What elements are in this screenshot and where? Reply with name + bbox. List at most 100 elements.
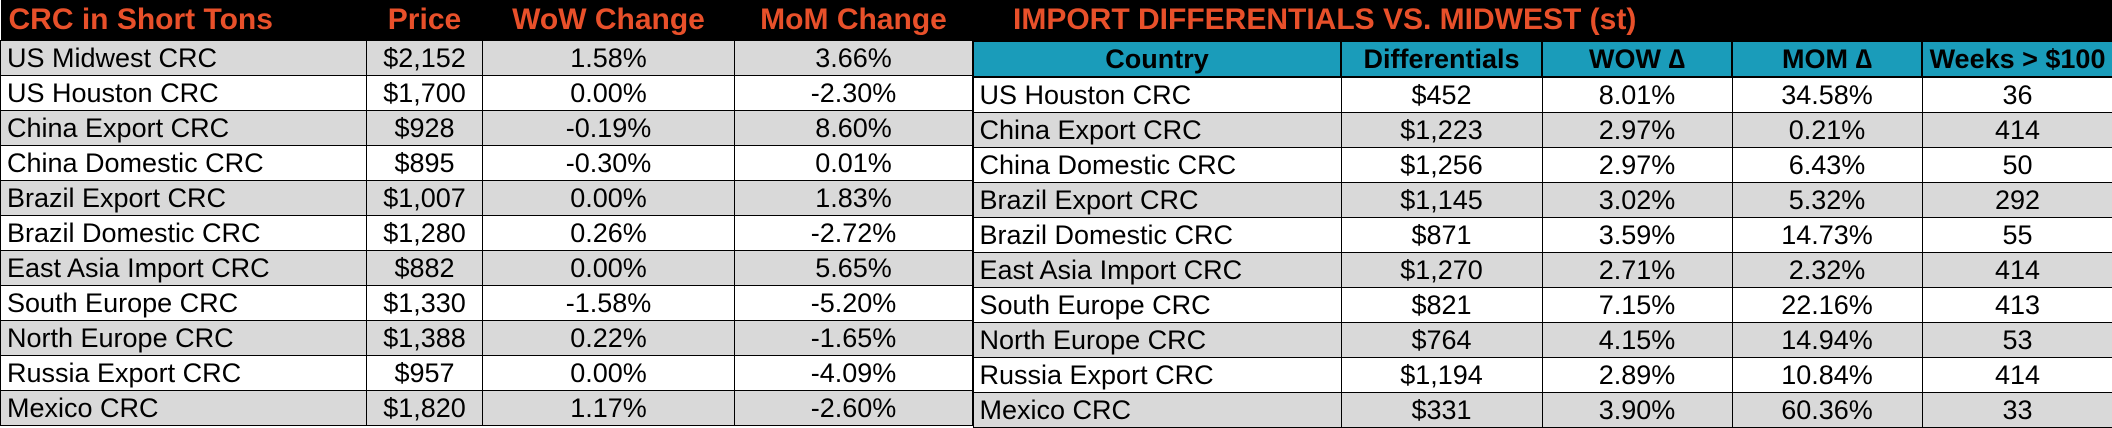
country-cell: Brazil Domestic CRC bbox=[972, 217, 1342, 253]
price-cell: $957 bbox=[366, 355, 483, 391]
import-differentials-title: IMPORT DIFFERENTIALS VS. MIDWEST (st) bbox=[973, 0, 2112, 41]
wow-delta-cell: 8.01% bbox=[1541, 76, 1733, 113]
product-cell: South Europe CRC bbox=[0, 285, 367, 321]
mom-change-cell: 0.01% bbox=[734, 145, 973, 181]
differential-cell: $331 bbox=[1340, 392, 1543, 428]
table-row: East Asia Import CRC $1,270 2.71% 2.32% 414 bbox=[972, 252, 2112, 288]
table-row: Brazil Domestic CRC $1,280 0.26% -2.72% bbox=[0, 215, 973, 251]
weeks-over-100-cell: 55 bbox=[1921, 217, 2112, 253]
wow-delta-cell: 2.71% bbox=[1541, 252, 1733, 288]
wow-delta-cell: 2.89% bbox=[1541, 357, 1733, 393]
table-row: South Europe CRC $1,330 -1.58% -5.20% bbox=[0, 285, 973, 321]
mom-change-cell: 3.66% bbox=[734, 40, 973, 76]
column-header-differentials: Differentials bbox=[1340, 40, 1543, 78]
mom-delta-cell: 22.16% bbox=[1731, 287, 1923, 323]
column-header-price: Price bbox=[366, 0, 483, 41]
country-cell: China Export CRC bbox=[972, 112, 1342, 148]
table-row: Mexico CRC $331 3.90% 60.36% 33 bbox=[972, 392, 2112, 428]
wow-delta-cell: 2.97% bbox=[1541, 147, 1733, 183]
mom-change-cell: -5.20% bbox=[734, 285, 973, 321]
price-cell: $2,152 bbox=[366, 40, 483, 76]
wow-change-cell: 0.22% bbox=[482, 320, 735, 356]
table-row: Russia Export CRC $1,194 2.89% 10.84% 414 bbox=[972, 357, 2112, 393]
wow-change-cell: -0.19% bbox=[482, 110, 735, 146]
wow-change-cell: 0.00% bbox=[482, 75, 735, 111]
mom-change-cell: -2.60% bbox=[734, 390, 973, 426]
product-cell: North Europe CRC bbox=[0, 320, 367, 356]
crc-price-header-row: CRC in Short Tons Price WoW Change MoM C… bbox=[0, 0, 973, 41]
weeks-over-100-cell: 36 bbox=[1921, 76, 2112, 113]
country-cell: Mexico CRC bbox=[972, 392, 1342, 428]
country-cell: North Europe CRC bbox=[972, 322, 1342, 358]
price-cell: $1,388 bbox=[366, 320, 483, 356]
wow-delta-cell: 3.02% bbox=[1541, 182, 1733, 218]
differential-cell: $764 bbox=[1340, 322, 1543, 358]
table-row: South Europe CRC $821 7.15% 22.16% 413 bbox=[972, 287, 2112, 323]
wow-change-cell: 1.58% bbox=[482, 40, 735, 76]
mom-delta-cell: 5.32% bbox=[1731, 182, 1923, 218]
differential-cell: $1,145 bbox=[1340, 182, 1543, 218]
differential-cell: $1,270 bbox=[1340, 252, 1543, 288]
price-cell: $1,820 bbox=[366, 390, 483, 426]
table-row: North Europe CRC $764 4.15% 14.94% 53 bbox=[972, 322, 2112, 358]
wow-delta-cell: 3.90% bbox=[1541, 392, 1733, 428]
price-cell: $1,700 bbox=[366, 75, 483, 111]
table-row: North Europe CRC $1,388 0.22% -1.65% bbox=[0, 320, 973, 356]
country-cell: South Europe CRC bbox=[972, 287, 1342, 323]
differential-cell: $452 bbox=[1340, 76, 1543, 113]
wow-change-cell: -0.30% bbox=[482, 145, 735, 181]
column-header-wow-change: WoW Change bbox=[482, 0, 735, 41]
price-cell: $1,280 bbox=[366, 215, 483, 251]
table-row: East Asia Import CRC $882 0.00% 5.65% bbox=[0, 250, 973, 286]
mom-delta-cell: 14.94% bbox=[1731, 322, 1923, 358]
price-cell: $882 bbox=[366, 250, 483, 286]
mom-change-cell: 5.65% bbox=[734, 250, 973, 286]
product-cell: China Export CRC bbox=[0, 110, 367, 146]
table-row: Mexico CRC $1,820 1.17% -2.60% bbox=[0, 390, 973, 426]
product-cell: US Midwest CRC bbox=[0, 40, 367, 76]
product-cell: Mexico CRC bbox=[0, 390, 367, 426]
weeks-over-100-cell: 413 bbox=[1921, 287, 2112, 323]
mom-delta-cell: 2.32% bbox=[1731, 252, 1923, 288]
column-header-country: Country bbox=[972, 40, 1342, 78]
mom-delta-cell: 14.73% bbox=[1731, 217, 1923, 253]
weeks-over-100-cell: 33 bbox=[1921, 392, 2112, 428]
table-row: US Midwest CRC $2,152 1.58% 3.66% bbox=[0, 40, 973, 76]
mom-delta-cell: 6.43% bbox=[1731, 147, 1923, 183]
wow-change-cell: -1.58% bbox=[482, 285, 735, 321]
price-cell: $895 bbox=[366, 145, 483, 181]
wow-change-cell: 0.26% bbox=[482, 215, 735, 251]
column-header-weeks-over-100: Weeks > $100 bbox=[1920, 40, 2112, 78]
table-row: China Export CRC $1,223 2.97% 0.21% 414 bbox=[972, 112, 2112, 148]
import-differentials-header-row: Country Differentials WOW ∆ MOM ∆ Weeks … bbox=[972, 40, 2112, 78]
product-cell: China Domestic CRC bbox=[0, 145, 367, 181]
column-header-mom-change: MoM Change bbox=[734, 0, 973, 41]
differential-cell: $821 bbox=[1340, 287, 1543, 323]
wow-delta-cell: 4.15% bbox=[1541, 322, 1733, 358]
table-row: China Domestic CRC $1,256 2.97% 6.43% 50 bbox=[972, 147, 2112, 183]
product-cell: Brazil Export CRC bbox=[0, 180, 367, 216]
country-cell: East Asia Import CRC bbox=[972, 252, 1342, 288]
column-header-product: CRC in Short Tons bbox=[0, 0, 367, 41]
mom-delta-cell: 10.84% bbox=[1731, 357, 1923, 393]
wow-delta-cell: 2.97% bbox=[1541, 112, 1733, 148]
wow-change-cell: 0.00% bbox=[482, 180, 735, 216]
table-row: Russia Export CRC $957 0.00% -4.09% bbox=[0, 355, 973, 391]
column-header-mom-delta: MOM ∆ bbox=[1731, 40, 1923, 78]
price-cell: $1,330 bbox=[366, 285, 483, 321]
mom-delta-cell: 34.58% bbox=[1731, 76, 1923, 113]
wow-delta-cell: 3.59% bbox=[1541, 217, 1733, 253]
table-row: Brazil Domestic CRC $871 3.59% 14.73% 55 bbox=[972, 217, 2112, 253]
import-differentials-table: IMPORT DIFFERENTIALS VS. MIDWEST (st) Co… bbox=[972, 0, 2112, 428]
crc-price-table: CRC in Short Tons Price WoW Change MoM C… bbox=[0, 0, 973, 426]
table-row: US Houston CRC $1,700 0.00% -2.30% bbox=[0, 75, 973, 111]
wow-change-cell: 0.00% bbox=[482, 355, 735, 391]
mom-change-cell: -2.30% bbox=[734, 75, 973, 111]
mom-change-cell: 8.60% bbox=[734, 110, 973, 146]
price-cell: $1,007 bbox=[366, 180, 483, 216]
differential-cell: $1,223 bbox=[1340, 112, 1543, 148]
mom-change-cell: 1.83% bbox=[734, 180, 973, 216]
table-row: Brazil Export CRC $1,007 0.00% 1.83% bbox=[0, 180, 973, 216]
country-cell: Russia Export CRC bbox=[972, 357, 1342, 393]
